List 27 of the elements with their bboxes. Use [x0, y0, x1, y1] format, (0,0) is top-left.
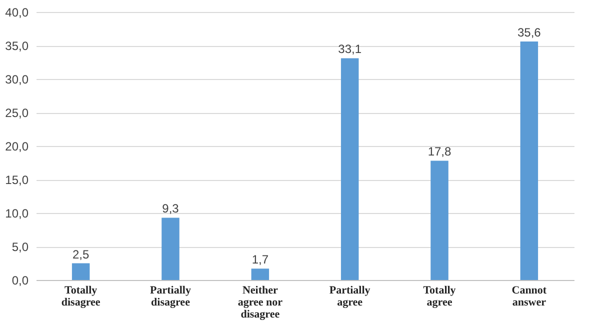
data-label: 33,1	[338, 42, 362, 56]
x-tick-label: Neither agree nor disagree	[238, 284, 283, 320]
bar	[251, 268, 270, 280]
y-tick-label: 15,0	[5, 173, 29, 187]
y-tick-label: 20,0	[5, 140, 29, 154]
y-tick-label: 25,0	[5, 106, 29, 120]
bar	[340, 58, 359, 280]
y-tick-label: 30,0	[5, 72, 29, 86]
bar	[72, 263, 90, 280]
y-tick-label: 5,0	[12, 240, 29, 254]
x-tick-label: Cannot answer	[512, 284, 547, 308]
y-tick-label: 10,0	[5, 206, 29, 220]
data-label: 1,7	[252, 252, 269, 267]
bar	[162, 218, 180, 280]
x-tick-label: Totally agree	[423, 284, 456, 308]
y-tick-label: 40,0	[5, 6, 29, 20]
x-tick-label: Partially agree	[329, 284, 371, 308]
y-tick-label: 0,0	[12, 274, 29, 288]
data-label: 17,8	[428, 144, 452, 159]
bar	[430, 160, 448, 280]
data-label: 2,5	[72, 247, 90, 262]
y-tick-label: 35,0	[5, 39, 29, 53]
data-label: 9,3	[162, 202, 180, 216]
x-tick-label: Partially disagree	[150, 284, 192, 308]
x-tick-label: Totally disagree	[61, 284, 100, 308]
data-label: 35,6	[517, 25, 542, 40]
bar	[520, 41, 538, 280]
